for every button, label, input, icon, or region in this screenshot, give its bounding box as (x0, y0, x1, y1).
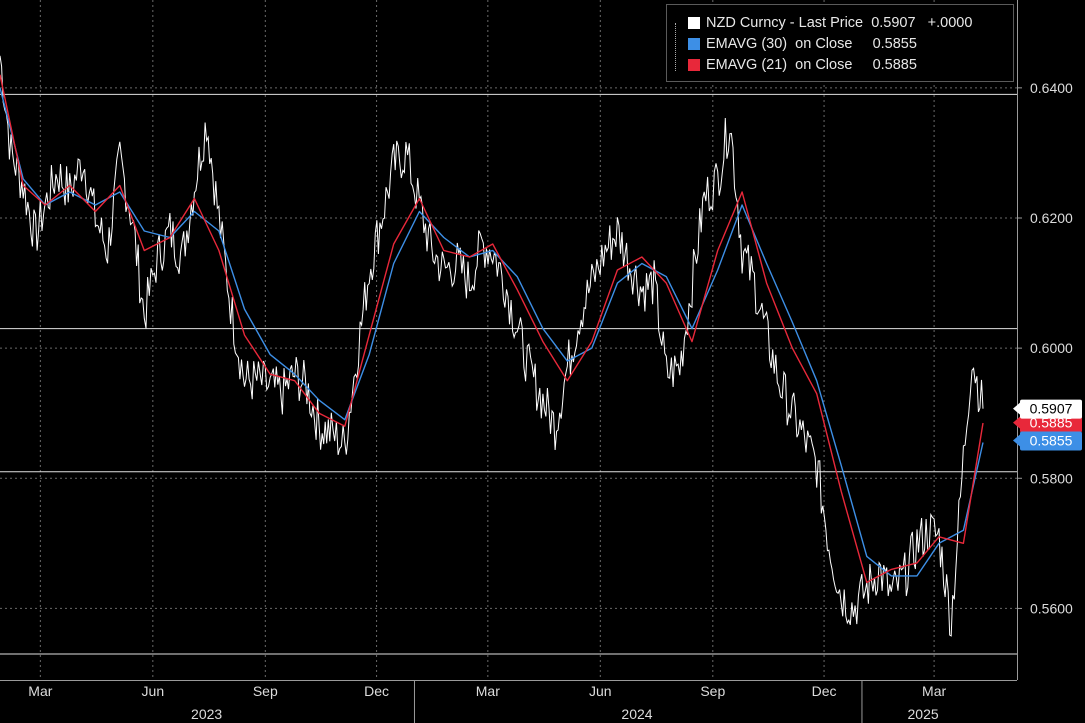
x-month-label: Sep (253, 683, 278, 699)
ema21-swatch-icon (688, 59, 700, 71)
legend-price-value: 0.5907 (871, 15, 916, 31)
ema30-swatch-icon (688, 38, 700, 50)
price-tag: 0.5855 (1013, 431, 1082, 451)
x-month-label: Mar (28, 683, 52, 699)
x-month-label: Mar (476, 683, 500, 699)
price-tag-pointer (1013, 402, 1020, 415)
chart-legend: NZD Curncy - Last Price 0.5907 +.0000 EM… (666, 4, 1014, 82)
legend-ema21-value: 0.5885 (872, 57, 917, 73)
ema21-series-line (0, 74, 984, 584)
price-swatch-icon (688, 17, 700, 29)
price-tag-pointer (1013, 434, 1020, 447)
legend-row-ema21: EMAVG (21) on Close 0.5885 (667, 55, 917, 75)
y-tick-label: 0.5600 (1030, 600, 1073, 616)
x-month-label: Sep (700, 683, 725, 699)
y-tick-label: 0.6000 (1030, 340, 1073, 356)
legend-row-price: NZD Curncy - Last Price 0.5907 +.0000 (667, 13, 972, 33)
y-tick-label: 0.5800 (1030, 470, 1073, 486)
price-tag: 0.5907 (1013, 399, 1082, 419)
x-year-label: 2025 (908, 706, 939, 722)
legend-row-ema30: EMAVG (30) on Close 0.5855 (667, 34, 917, 54)
price-tag-label: 0.5907 (1030, 401, 1073, 417)
price-series-line (0, 55, 984, 637)
legend-ema21-label: EMAVG (21) on Close 0.5885 (706, 55, 917, 75)
legend-ema30-label: EMAVG (30) on Close 0.5855 (706, 34, 917, 54)
price-tag-label: 0.5855 (1030, 432, 1073, 448)
x-month-label: Jun (142, 683, 165, 699)
legend-ema30-value: 0.5855 (872, 36, 917, 52)
price-tag-box (1020, 431, 1082, 451)
legend-tree-line (675, 23, 684, 71)
legend-price-name: NZD Curncy - Last Price (706, 15, 864, 31)
y-tick-label: 0.6400 (1030, 80, 1073, 96)
x-month-label: Jun (589, 683, 612, 699)
price-tag-pointer (1013, 416, 1020, 429)
price-tag-box (1020, 399, 1082, 419)
x-year-label: 2023 (191, 706, 222, 722)
legend-price-label: NZD Curncy - Last Price 0.5907 +.0000 (706, 13, 972, 33)
x-month-label: Mar (922, 683, 946, 699)
legend-ema30-name: EMAVG (30) on Close (706, 36, 853, 52)
y-tick-label: 0.6200 (1030, 210, 1073, 226)
legend-ema21-name: EMAVG (21) on Close (706, 57, 853, 73)
x-year-label: 2024 (621, 706, 652, 722)
legend-price-change: +.0000 (927, 15, 973, 31)
x-month-label: Dec (364, 683, 389, 699)
ema30-series-line (0, 87, 984, 577)
x-month-label: Dec (812, 683, 837, 699)
